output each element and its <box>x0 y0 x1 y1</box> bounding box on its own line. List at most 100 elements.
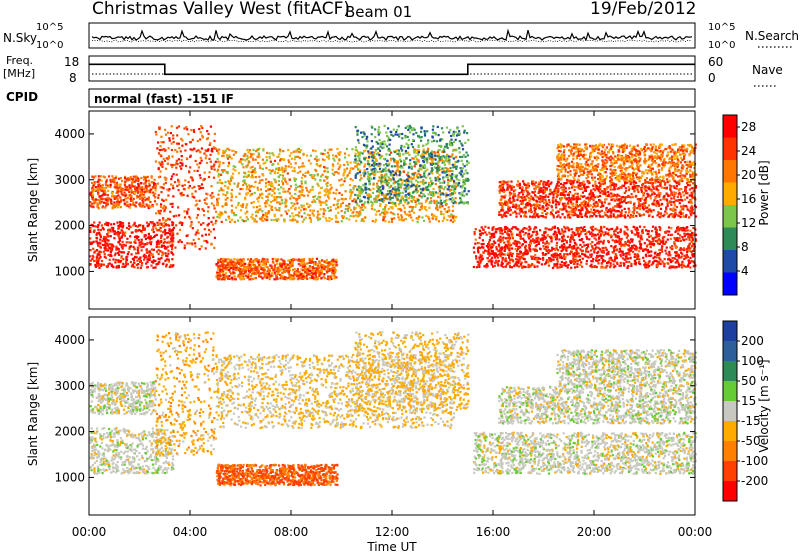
data-cell <box>104 194 106 196</box>
data-cell <box>326 191 328 193</box>
data-cell <box>439 188 441 190</box>
data-cell <box>322 153 324 155</box>
data-cell <box>158 261 160 263</box>
data-cell <box>434 177 436 179</box>
data-cell <box>171 175 173 177</box>
data-cell <box>453 185 455 187</box>
data-cell <box>327 195 329 197</box>
data-cell <box>135 202 137 204</box>
data-cell <box>159 170 161 172</box>
data-cell <box>357 163 359 165</box>
data-cell <box>378 154 380 156</box>
data-cell <box>411 166 413 168</box>
data-cell <box>415 188 417 190</box>
data-cell <box>398 219 400 221</box>
data-cell <box>130 176 132 178</box>
data-cell <box>123 192 125 194</box>
data-cell <box>93 260 95 262</box>
data-cell <box>239 193 241 195</box>
data-cell <box>123 233 125 235</box>
data-cell <box>201 245 203 247</box>
data-cell <box>171 125 173 127</box>
data-cell <box>379 177 381 179</box>
data-cell <box>134 192 136 194</box>
data-cell <box>428 218 430 220</box>
data-cell <box>254 171 256 173</box>
data-cell <box>114 205 116 207</box>
data-cell <box>158 176 160 178</box>
data-cell <box>463 173 465 175</box>
data-cell <box>594 228 596 230</box>
data-cell <box>390 134 392 136</box>
data-cell <box>92 195 94 197</box>
data-cell <box>375 219 377 221</box>
data-cell <box>371 140 373 142</box>
data-cell <box>116 222 118 224</box>
data-cell <box>126 201 128 203</box>
data-cell <box>384 125 386 127</box>
data-cell <box>161 254 163 256</box>
data-cell <box>336 148 338 150</box>
data-cell <box>160 203 162 205</box>
data-cell <box>109 262 111 264</box>
data-cell <box>169 140 171 142</box>
data-cell <box>373 171 375 173</box>
data-cell <box>94 189 96 191</box>
data-cell <box>410 216 412 218</box>
data-cell <box>467 139 469 141</box>
data-cell <box>110 184 112 186</box>
data-cell <box>302 275 304 277</box>
data-cell <box>196 231 198 233</box>
data-cell <box>263 264 265 266</box>
data-cell <box>443 161 445 163</box>
data-cell <box>298 197 300 199</box>
data-cell <box>638 250 640 252</box>
data-cell <box>442 178 444 180</box>
data-cell <box>403 146 405 148</box>
data-cell <box>132 200 134 202</box>
data-cell <box>215 220 217 222</box>
data-cell <box>232 168 234 170</box>
data-cell <box>136 260 138 262</box>
data-cell <box>569 239 571 241</box>
data-cell <box>165 134 167 136</box>
data-cell <box>456 166 458 168</box>
data-cell <box>143 206 145 208</box>
data-cell <box>435 191 437 193</box>
data-cell <box>428 155 430 157</box>
data-cell <box>282 177 284 179</box>
data-cell <box>411 157 413 159</box>
data-cell <box>250 155 252 157</box>
data-cell <box>582 241 584 243</box>
data-cell <box>99 239 101 241</box>
data-cell <box>445 211 447 213</box>
data-cell <box>172 264 174 266</box>
data-cell <box>109 259 111 261</box>
data-cell <box>171 224 173 226</box>
data-cell <box>542 245 544 247</box>
data-cell <box>407 144 409 146</box>
data-cell <box>568 229 570 231</box>
band-morning-low <box>215 258 338 281</box>
data-cell <box>556 242 558 244</box>
data-cell <box>443 216 445 218</box>
data-cell <box>258 152 260 154</box>
data-cell <box>376 141 378 143</box>
data-cell <box>210 161 212 163</box>
data-cell <box>139 191 141 193</box>
data-cell <box>335 155 337 157</box>
data-cell <box>162 263 164 265</box>
data-cell <box>279 149 281 151</box>
data-cell <box>323 268 325 270</box>
data-cell <box>186 212 188 214</box>
data-cell <box>152 192 154 194</box>
data-cell <box>240 263 242 265</box>
data-cell <box>434 155 436 157</box>
data-cell <box>689 230 691 232</box>
data-cell <box>233 150 235 152</box>
data-cell <box>309 190 311 192</box>
data-cell <box>210 166 212 168</box>
data-cell <box>330 184 332 186</box>
data-cell <box>191 243 193 245</box>
data-cell <box>692 255 694 257</box>
